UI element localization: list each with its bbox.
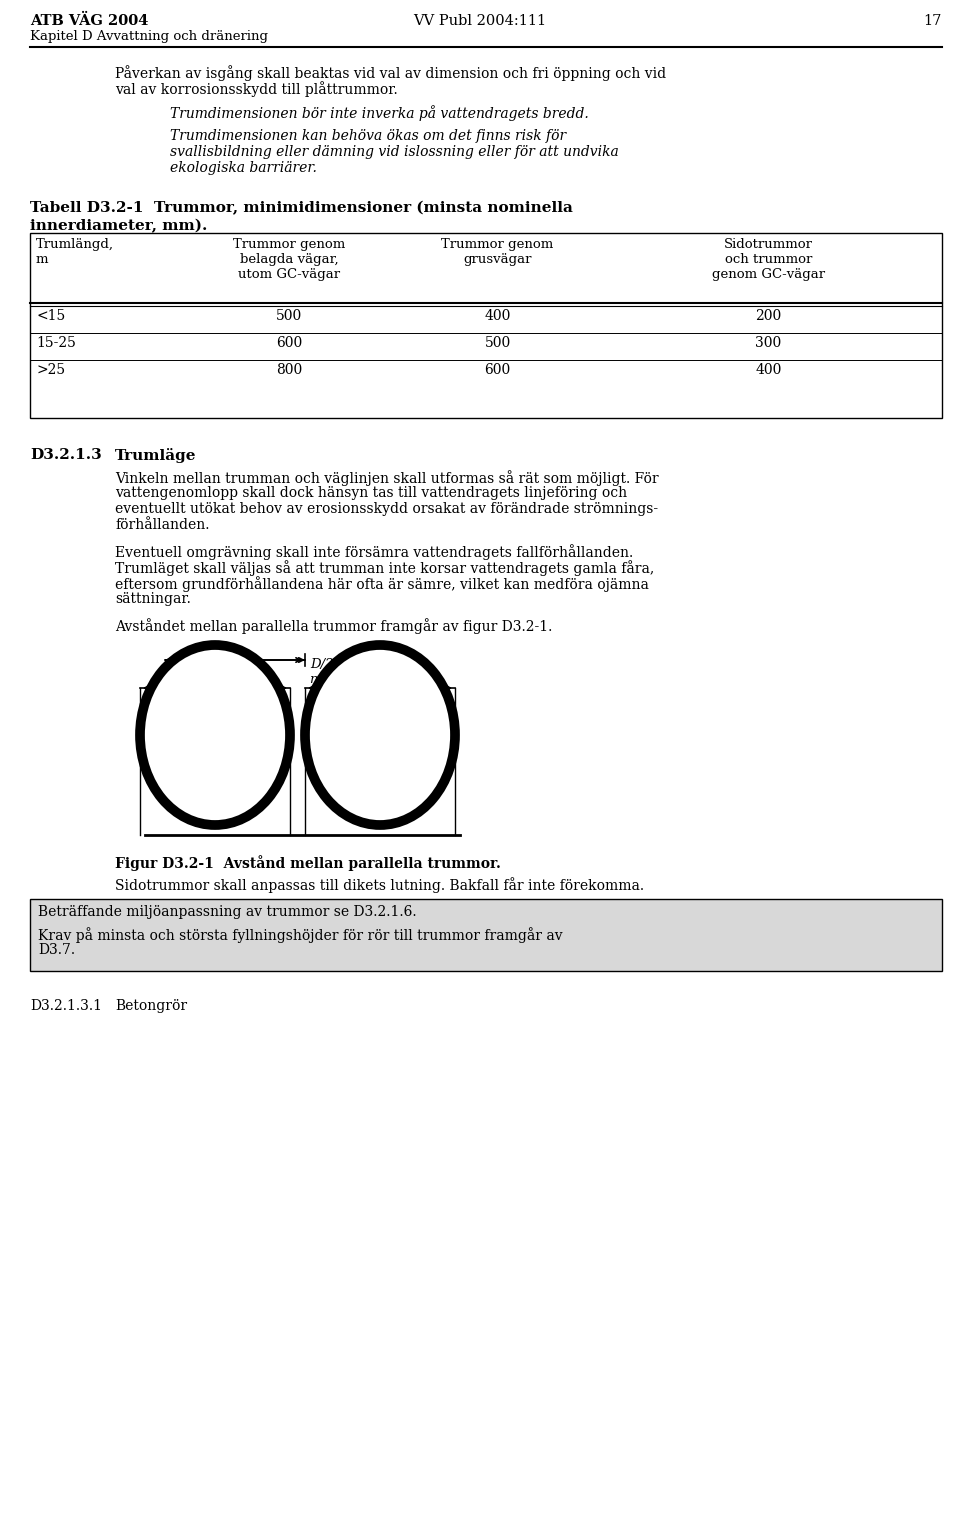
Text: 15-25: 15-25 [36, 336, 76, 350]
Text: Avståndet mellan parallella trummor framgår av figur D3.2-1.: Avståndet mellan parallella trummor fram… [115, 618, 552, 634]
Text: 400: 400 [756, 364, 781, 377]
Text: Vinkeln mellan trumman och väglinjen skall utformas så rät som möjligt. För: Vinkeln mellan trumman och väglinjen ska… [115, 469, 659, 486]
Text: D3.2.1.3.1: D3.2.1.3.1 [30, 999, 102, 1012]
Text: Trumdimensionen kan behöva ökas om det finns risk för: Trumdimensionen kan behöva ökas om det f… [170, 129, 566, 143]
Text: Krav på minsta och största fyllningshöjder för rör till trummor framgår av: Krav på minsta och största fyllningshöjd… [38, 927, 563, 943]
Text: Trumläge: Trumläge [115, 448, 197, 463]
Text: Trummor genom
grusvägar: Trummor genom grusvägar [442, 238, 554, 265]
Text: 600: 600 [276, 336, 302, 350]
Text: 500: 500 [485, 336, 511, 350]
Text: >25: >25 [36, 364, 65, 377]
Text: Kapitel D Avvattning och dränering: Kapitel D Avvattning och dränering [30, 31, 268, 43]
Text: Figur D3.2-1  Avstånd mellan parallella trummor.: Figur D3.2-1 Avstånd mellan parallella t… [115, 854, 501, 871]
Text: eftersom grundförhållandena här ofta är sämre, vilket kan medföra ojämna: eftersom grundförhållandena här ofta är … [115, 575, 649, 592]
Text: Trumläget skall väljas så att trumman inte korsar vattendragets gamla fåra,: Trumläget skall väljas så att trumman in… [115, 560, 655, 575]
Text: eventuellt utökat behov av erosionsskydd orsakat av förändrade strömnings-: eventuellt utökat behov av erosionsskydd… [115, 502, 659, 515]
Text: sättningar.: sättningar. [115, 592, 191, 606]
Text: D: D [209, 701, 221, 715]
Ellipse shape [140, 644, 290, 825]
Bar [30, 233, 942, 417]
Text: VV Publ 2004:111: VV Publ 2004:111 [414, 14, 546, 28]
Text: Betongrör: Betongrör [115, 999, 187, 1012]
Text: D/2: D/2 [310, 658, 333, 670]
Text: Påverkan av isgång skall beaktas vid val av dimension och fri öppning och vid: Påverkan av isgång skall beaktas vid val… [115, 64, 666, 81]
Text: D3.7.: D3.7. [38, 943, 75, 957]
Text: Trumlängd,
m: Trumlängd, m [36, 238, 114, 265]
Text: Trumdimensionen bör inte inverka på vattendragets bredd.: Trumdimensionen bör inte inverka på vatt… [170, 104, 588, 121]
Text: 500: 500 [276, 308, 302, 324]
Text: förhållanden.: förhållanden. [115, 518, 209, 532]
Ellipse shape [305, 644, 455, 825]
Text: 800: 800 [276, 364, 302, 377]
Text: D: D [374, 701, 386, 715]
Text: Beträffande miljöanpassning av trummor se D3.2.1.6.: Beträffande miljöanpassning av trummor s… [38, 905, 417, 919]
Text: min 0,5 m: min 0,5 m [310, 673, 377, 686]
Bar [30, 899, 942, 971]
Text: Sidotrummor skall anpassas till dikets lutning. Bakfall får inte förekomma.: Sidotrummor skall anpassas till dikets l… [115, 877, 644, 893]
Text: 200: 200 [756, 308, 781, 324]
Text: 400: 400 [484, 308, 511, 324]
Text: svallisbildning eller dämning vid islossning eller för att undvika: svallisbildning eller dämning vid isloss… [170, 146, 619, 160]
Text: 17: 17 [924, 14, 942, 28]
Text: <15: <15 [36, 308, 65, 324]
Text: val av korrosionsskydd till plåttrummor.: val av korrosionsskydd till plåttrummor. [115, 81, 397, 97]
Text: Tabell D3.2-1  Trummor, minimidimensioner (minsta nominella: Tabell D3.2-1 Trummor, minimidimensioner… [30, 201, 573, 215]
Text: 300: 300 [756, 336, 781, 350]
Text: Sidotrummor
och trummor
genom GC-vägar: Sidotrummor och trummor genom GC-vägar [712, 238, 825, 281]
Text: 600: 600 [485, 364, 511, 377]
Text: Trummor genom
belagda vägar,
utom GC-vägar: Trummor genom belagda vägar, utom GC-väg… [233, 238, 346, 281]
Text: D3.2.1.3: D3.2.1.3 [30, 448, 102, 462]
Text: ekologiska barriärer.: ekologiska barriärer. [170, 161, 317, 175]
Text: innerdiameter, mm).: innerdiameter, mm). [30, 219, 207, 233]
Text: ATB VÄG 2004: ATB VÄG 2004 [30, 14, 149, 28]
Text: Eventuell omgrävning skall inte försämra vattendragets fallförhållanden.: Eventuell omgrävning skall inte försämra… [115, 545, 634, 560]
Text: vattengenomlopp skall dock hänsyn tas till vattendragets linjeföring och: vattengenomlopp skall dock hänsyn tas ti… [115, 486, 627, 500]
